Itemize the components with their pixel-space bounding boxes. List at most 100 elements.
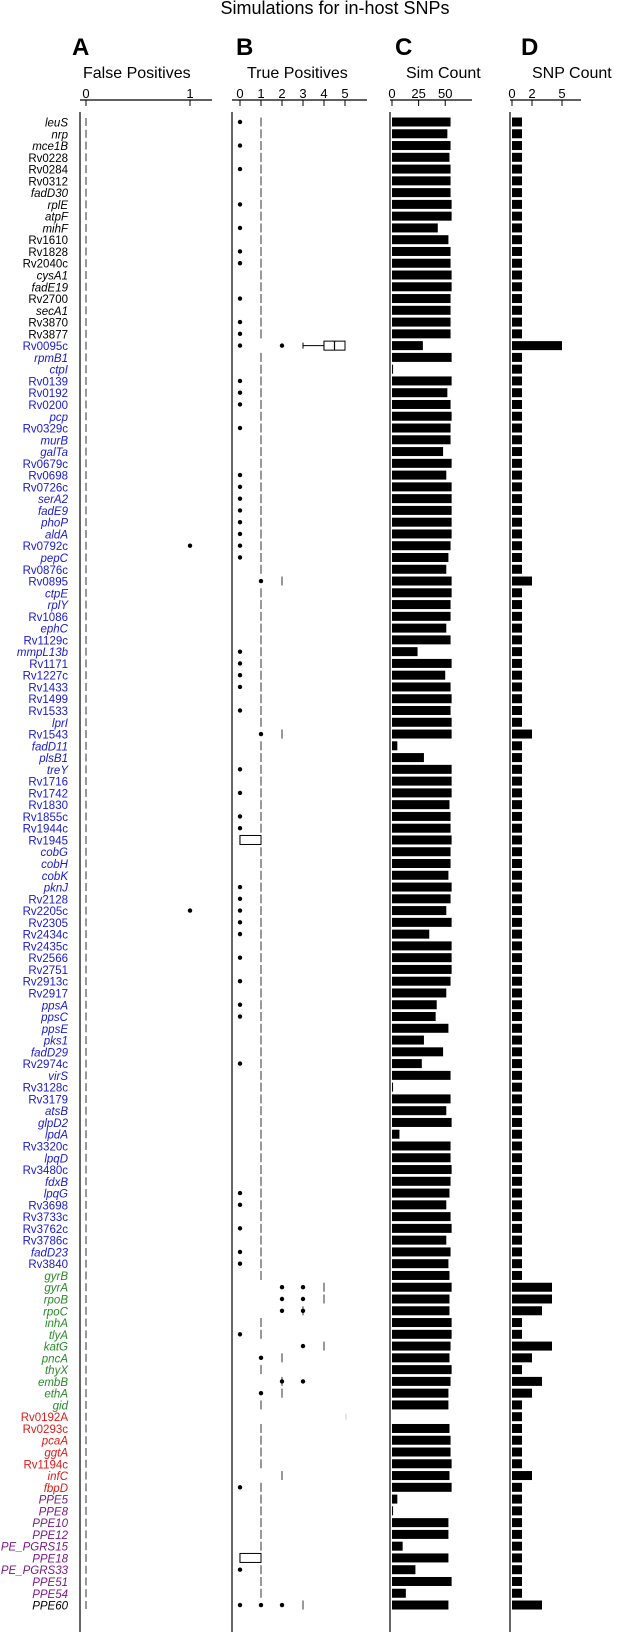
tp-outlier-point <box>258 1602 264 1608</box>
gene-label: ctpI <box>49 365 68 377</box>
sim-count-bar <box>392 1235 447 1245</box>
gene-label: ctpE <box>45 588 68 600</box>
snp-count-bar <box>512 1482 522 1492</box>
gene-labels: leuSnrpmce1BRv0228Rv0284Rv0312fadD30rplE… <box>1 118 69 1613</box>
sim-count-bar <box>392 1435 451 1445</box>
gene-label: lpqD <box>44 1153 68 1165</box>
snp-count-bar <box>512 1329 522 1339</box>
sim-count-bar <box>392 1153 451 1163</box>
snp-count-bar <box>512 211 522 221</box>
sim-count-bar <box>392 199 452 209</box>
tp-zero-point <box>237 261 243 266</box>
sim-count-bar <box>392 1529 449 1539</box>
tp-zero-point <box>237 484 243 490</box>
panel-a-letter: A <box>72 34 89 61</box>
sim-count-bar <box>392 976 451 986</box>
gene-label: Rv1828 <box>28 247 68 259</box>
sim-count-bar <box>392 1270 450 1280</box>
tp-zero-point <box>237 425 243 431</box>
sim-count-bar <box>392 1588 406 1598</box>
sim-count-bar <box>392 964 452 974</box>
gene-label: rplY <box>48 600 70 612</box>
snp-count-bar <box>512 1000 522 1010</box>
sim-count-bar <box>392 435 451 445</box>
snp-count-bar <box>512 976 522 986</box>
tp-zero-point <box>237 884 243 890</box>
snp-count-bar <box>512 364 522 374</box>
snp-count-bar <box>512 482 522 492</box>
tp-zero-point <box>237 249 243 254</box>
x-tick-label: 1 <box>257 86 264 101</box>
tp-zero-point <box>237 708 243 713</box>
snp-count-bar <box>512 1200 522 1210</box>
sim-count-bar <box>392 1494 398 1504</box>
gene-label: Rv0228 <box>28 153 68 165</box>
gene-label: Rv0792c <box>23 541 69 553</box>
gene-label: rpoC <box>43 1306 69 1318</box>
x-tick-label: 2 <box>528 86 535 101</box>
tp-zero-point <box>237 1226 243 1231</box>
sim-count-bar <box>392 1423 450 1433</box>
gene-label: fadD30 <box>31 188 69 200</box>
tp-zero-point <box>237 955 243 960</box>
tp-outlier-point <box>258 1355 264 1361</box>
snp-count-bar <box>512 1117 522 1127</box>
sim-count-bar <box>392 1482 452 1492</box>
snp-count-bar <box>512 141 522 151</box>
tp-zero-point <box>237 649 243 654</box>
x-tick-label: 5 <box>558 86 565 101</box>
sim-count-bar <box>392 1294 450 1304</box>
tp-zero-point <box>237 166 243 172</box>
gene-label: fadE9 <box>38 506 69 518</box>
gene-label: atsB <box>45 1106 68 1118</box>
snp-count-bar <box>512 1070 522 1080</box>
tp-outlier-point <box>279 1602 285 1608</box>
snp-count-bar <box>512 670 522 680</box>
snp-count-bar <box>512 388 522 398</box>
snp-count-bar <box>512 1506 522 1516</box>
gene-label: Rv3762c <box>23 1224 69 1236</box>
sim-count-bar <box>392 482 452 492</box>
x-tick-label: 5 <box>341 86 348 101</box>
snp-count-bar <box>512 1153 522 1163</box>
snp-count-bar <box>512 1529 522 1539</box>
gene-label: Rv1855c <box>23 812 69 824</box>
snp-count-bar <box>512 1341 552 1351</box>
gene-label: mmpL13b <box>17 647 69 659</box>
gene-label: ephC <box>41 624 69 636</box>
gene-label: Rv1945 <box>28 835 68 847</box>
x-tick-label: 0 <box>236 86 243 101</box>
tp-zero-point <box>237 1567 243 1572</box>
sim-count-bar <box>392 1094 451 1104</box>
sim-count-bar <box>392 1212 451 1222</box>
tp-zero-point <box>237 225 243 231</box>
tp-zero-point <box>237 543 243 548</box>
gene-label: Rv0679c <box>23 459 69 471</box>
sim-count-bar <box>392 811 451 821</box>
gene-label: cobH <box>41 859 69 871</box>
sim-count-bar <box>392 882 452 892</box>
snp-count-bar <box>512 823 522 833</box>
gene-label: phoP <box>40 518 68 530</box>
gene-label: PPE5 <box>39 1495 69 1507</box>
x-tick-label: 3 <box>299 86 306 101</box>
snp-count-bar <box>512 1188 522 1198</box>
snp-count-bar <box>512 399 522 409</box>
gene-label: Rv2566 <box>28 953 68 965</box>
snp-count-bar <box>512 564 522 574</box>
snp-count-bar <box>512 423 522 433</box>
sim-count-bar <box>392 800 450 810</box>
gene-label: ppsE <box>41 1024 69 1036</box>
sim-count-bar <box>392 447 444 457</box>
sim-count-bar <box>392 623 447 633</box>
sim-count-bar <box>392 152 450 162</box>
gene-label: Rv0293c <box>23 1424 69 1436</box>
sim-count-bar <box>392 1012 436 1022</box>
snp-count-bar <box>512 1588 522 1598</box>
snp-count-bar <box>512 223 522 233</box>
sim-count-bar <box>392 411 452 421</box>
snp-count-bar <box>512 294 522 304</box>
gene-label: Rv3840 <box>28 1259 68 1271</box>
sim-count-bar <box>392 1541 403 1551</box>
x-tick-label: 2 <box>278 86 285 101</box>
